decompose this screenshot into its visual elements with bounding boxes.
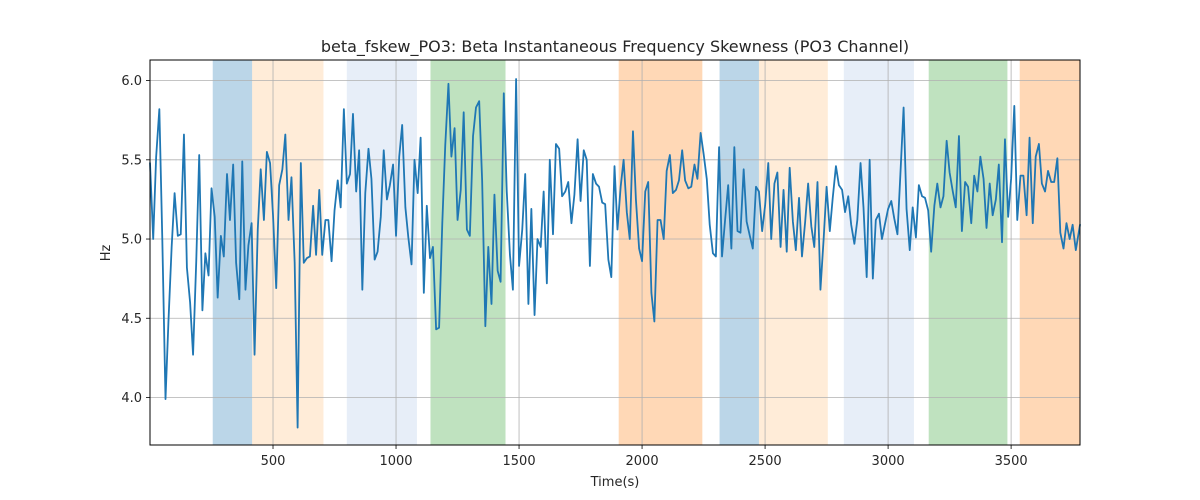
series-group [149,78,1081,429]
series-line-1 [149,78,1081,429]
x-axis-ticks: 500 1000 1500 2000 2500 3000 3500 [261,445,1028,469]
y-tick-label: 4.0 [121,391,142,406]
y-tick-label: 4.5 [121,312,142,327]
x-tick-label: 1500 [503,454,536,469]
grid-lines [150,60,1080,445]
x-axis-label: Time(s) [590,475,640,490]
shaded-region-10 [1019,60,1080,445]
shaded-region-9 [928,60,1008,445]
y-tick-label: 6.0 [121,74,142,89]
plot-frame [149,59,1081,446]
shaded-region-5 [618,60,703,445]
chart-title: beta_fskew_PO3: Beta Instantaneous Frequ… [321,37,909,57]
x-tick-label: 3500 [995,454,1028,469]
y-axis-ticks: 4.0 4.5 5.0 5.5 6.0 [121,74,150,406]
y-tick-label: 5.5 [121,153,142,168]
shaded-region-2 [252,60,324,445]
shaded-region-3 [346,60,417,445]
x-tick-label: 2000 [626,454,659,469]
y-axis-label: Hz [99,245,114,262]
shaded-region-1 [212,60,253,445]
y-tick-label: 5.0 [121,233,142,248]
shaded-region-6 [719,60,759,445]
x-tick-label: 500 [261,454,286,469]
x-tick-label: 2500 [749,454,782,469]
x-tick-label: 3000 [872,454,905,469]
x-tick-label: 1000 [379,454,412,469]
shaded-regions [212,60,1080,445]
shaded-region-7 [758,60,828,445]
